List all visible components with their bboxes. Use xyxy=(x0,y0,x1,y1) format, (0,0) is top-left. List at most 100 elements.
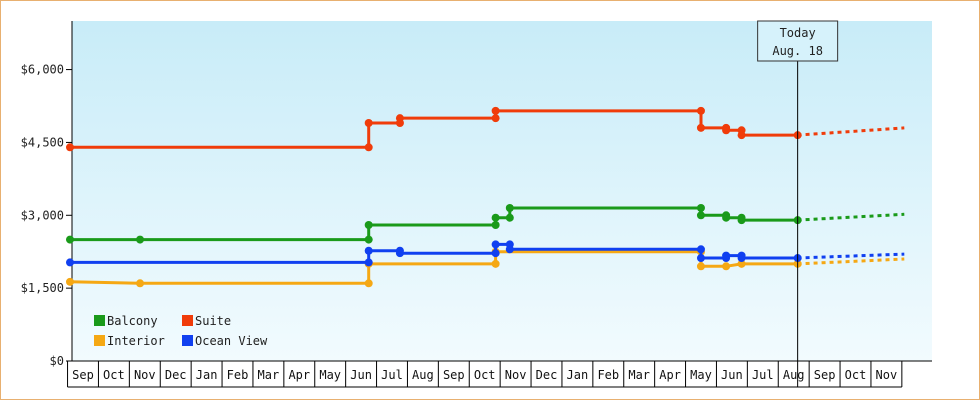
data-point xyxy=(722,262,731,271)
legend-item: Balcony xyxy=(94,314,158,328)
data-point xyxy=(696,262,705,271)
month-label: Sep xyxy=(814,368,836,382)
month-label: Jan xyxy=(196,368,218,382)
month-label: Jun xyxy=(350,368,372,382)
month-label: Sep xyxy=(443,368,465,382)
series-ocean-view xyxy=(66,240,905,267)
today-marker: Today Aug. 18 xyxy=(757,20,839,387)
data-point xyxy=(505,245,514,254)
data-point xyxy=(505,204,514,212)
month-label: Mar xyxy=(258,368,280,382)
series-projection xyxy=(797,126,905,137)
legend-label: Suite xyxy=(195,314,231,328)
month-label: Jun xyxy=(721,368,743,382)
month-label: Oct xyxy=(103,368,125,382)
data-point xyxy=(696,254,705,263)
data-point xyxy=(364,221,373,229)
legend-item: Suite xyxy=(182,314,231,328)
y-tick-label: $4,500 xyxy=(21,135,64,149)
data-point xyxy=(491,221,500,229)
series-projection xyxy=(797,252,905,260)
y-tick-label: $3,000 xyxy=(21,208,64,222)
data-point xyxy=(136,235,145,244)
data-point xyxy=(722,213,731,222)
month-label: Jan xyxy=(567,368,589,382)
data-point xyxy=(491,213,500,222)
month-label: Feb xyxy=(597,368,619,382)
legend-swatch xyxy=(94,335,105,346)
today-date: Aug. 18 xyxy=(772,44,823,58)
month-label: May xyxy=(690,368,712,382)
data-point xyxy=(737,131,746,140)
y-tick-label: $0 xyxy=(50,354,64,368)
data-point xyxy=(737,216,746,225)
data-point xyxy=(136,279,145,288)
series-projection xyxy=(797,212,905,222)
data-point xyxy=(364,279,373,288)
data-point xyxy=(66,143,74,152)
month-label: Nov xyxy=(134,368,156,382)
y-tick-label: $6,000 xyxy=(21,63,64,77)
legend-swatch xyxy=(94,315,105,326)
series-projection xyxy=(797,257,905,266)
data-point xyxy=(66,235,74,244)
data-point xyxy=(722,251,731,260)
x-axis: Sep Oct Nov Dec Jan Feb Mar Apr May Jun Jul Aug Sep O… xyxy=(67,360,932,388)
data-point xyxy=(364,235,373,244)
month-label: Oct xyxy=(845,368,867,382)
data-point xyxy=(395,114,404,123)
month-label: Oct xyxy=(474,368,496,382)
data-point xyxy=(737,254,746,263)
data-point xyxy=(66,258,74,267)
month-label: Nov xyxy=(505,368,527,382)
data-point xyxy=(364,246,373,255)
data-point xyxy=(364,143,373,152)
data-point xyxy=(491,249,500,258)
data-point xyxy=(696,106,705,115)
data-point xyxy=(696,123,705,132)
month-label: Sep xyxy=(72,368,94,382)
month-label: Apr xyxy=(659,368,681,382)
data-point xyxy=(737,259,746,268)
month-label: Dec xyxy=(165,368,187,382)
month-label: Aug xyxy=(783,368,805,382)
series-suite xyxy=(66,106,905,152)
month-label: Dec xyxy=(536,368,558,382)
today-label: Today xyxy=(780,26,816,40)
data-point xyxy=(696,245,705,254)
series-layer xyxy=(66,106,905,288)
data-point xyxy=(505,213,514,222)
plot-area xyxy=(72,21,932,361)
y-axis: $0 $1,500 $3,000 $4,500 $6,000 xyxy=(21,21,73,368)
data-point xyxy=(491,114,500,123)
legend-label: Interior xyxy=(107,334,165,348)
legend-swatch xyxy=(182,335,193,346)
legend-swatch xyxy=(182,315,193,326)
month-label: Aug xyxy=(412,368,434,382)
month-label: Nov xyxy=(876,368,898,382)
data-point xyxy=(696,204,705,212)
data-point xyxy=(696,211,705,220)
data-point xyxy=(66,277,74,286)
data-point xyxy=(364,258,373,267)
month-label: Jul xyxy=(752,368,774,382)
today-box xyxy=(757,20,839,62)
legend-label: Balcony xyxy=(107,314,158,328)
legend-label: Ocean View xyxy=(195,334,268,348)
data-point xyxy=(364,119,373,127)
month-label: Mar xyxy=(628,368,650,382)
legend-item: Ocean View xyxy=(182,334,268,348)
data-point xyxy=(491,240,500,249)
month-label: Apr xyxy=(288,368,310,382)
month-label: Jul xyxy=(381,368,403,382)
data-point xyxy=(491,106,500,115)
month-label: May xyxy=(319,368,341,382)
data-point xyxy=(395,249,404,258)
y-tick-label: $1,500 xyxy=(21,281,64,295)
month-label: Feb xyxy=(227,368,249,382)
data-point xyxy=(491,259,500,268)
legend-item: Interior xyxy=(94,334,165,348)
data-point xyxy=(722,126,731,135)
